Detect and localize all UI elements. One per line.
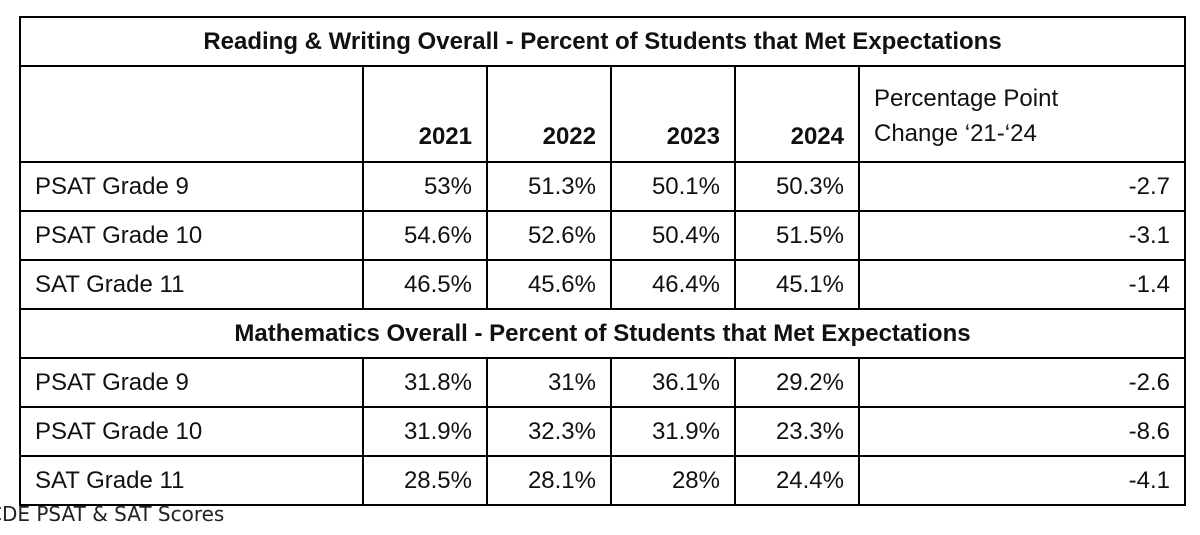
table-row: PSAT Grade 10 31.9% 32.3% 31.9% 23.3% -8… (19, 406, 1186, 457)
change-cell: -1.4 (858, 259, 1186, 310)
row-label: PSAT Grade 10 (19, 406, 364, 457)
table-cell: 51.5% (734, 210, 860, 261)
table-cell: 31.9% (362, 406, 488, 457)
scores-table: Reading & Writing Overall - Percent of S… (19, 16, 1186, 506)
table-cell: 31% (486, 357, 612, 408)
row-label: PSAT Grade 9 (19, 161, 364, 212)
change-header-line1: Percentage Point (874, 85, 1059, 112)
change-header-line2: Change ‘21-‘24 (874, 120, 1037, 147)
table-cell: 50.4% (610, 210, 736, 261)
table-cell: 29.2% (734, 357, 860, 408)
row-label: PSAT Grade 9 (19, 357, 364, 408)
table-cell: 23.3% (734, 406, 860, 457)
year-header-2023: 2023 (610, 65, 736, 163)
row-label: SAT Grade 11 (19, 455, 364, 506)
table-cell: 53% (362, 161, 488, 212)
table-cell: 28.5% (362, 455, 488, 506)
table-row: PSAT Grade 9 31.8% 31% 36.1% 29.2% -2.6 (19, 357, 1186, 408)
table-cell: 50.3% (734, 161, 860, 212)
change-cell: -4.1 (858, 455, 1186, 506)
row-label-header (19, 65, 364, 163)
table-cell: 52.6% (486, 210, 612, 261)
table-cell: 45.6% (486, 259, 612, 310)
change-cell: -8.6 (858, 406, 1186, 457)
table-cell: 51.3% (486, 161, 612, 212)
table-cell: 28% (610, 455, 736, 506)
table-cell: 31.8% (362, 357, 488, 408)
table-row: PSAT Grade 9 53% 51.3% 50.1% 50.3% -2.7 (19, 161, 1186, 212)
table-cell: 46.5% (362, 259, 488, 310)
change-header: Percentage Point Change ‘21-‘24 (858, 65, 1186, 163)
mathematics-section-title: Mathematics Overall - Percent of Student… (19, 308, 1186, 359)
row-label: PSAT Grade 10 (19, 210, 364, 261)
year-header-2021: 2021 (362, 65, 488, 163)
change-cell: -2.6 (858, 357, 1186, 408)
table-cell: 31.9% (610, 406, 736, 457)
table-cell: 28.1% (486, 455, 612, 506)
table-cell: 46.4% (610, 259, 736, 310)
table-cell: 50.1% (610, 161, 736, 212)
table-row: SAT Grade 11 46.5% 45.6% 46.4% 45.1% -1.… (19, 259, 1186, 310)
table-row: PSAT Grade 10 54.6% 52.6% 50.4% 51.5% -3… (19, 210, 1186, 261)
year-header-2024: 2024 (734, 65, 860, 163)
table-cell: 24.4% (734, 455, 860, 506)
table-cell: 45.1% (734, 259, 860, 310)
row-label: SAT Grade 11 (19, 259, 364, 310)
change-cell: -2.7 (858, 161, 1186, 212)
year-header-2022: 2022 (486, 65, 612, 163)
source-caption: CDE PSAT & SAT Scores (0, 502, 225, 526)
table-cell: 54.6% (362, 210, 488, 261)
table-cell: 32.3% (486, 406, 612, 457)
table-row: SAT Grade 11 28.5% 28.1% 28% 24.4% -4.1 (19, 455, 1186, 506)
reading-writing-section-title: Reading & Writing Overall - Percent of S… (19, 16, 1186, 67)
table-cell: 36.1% (610, 357, 736, 408)
change-cell: -3.1 (858, 210, 1186, 261)
